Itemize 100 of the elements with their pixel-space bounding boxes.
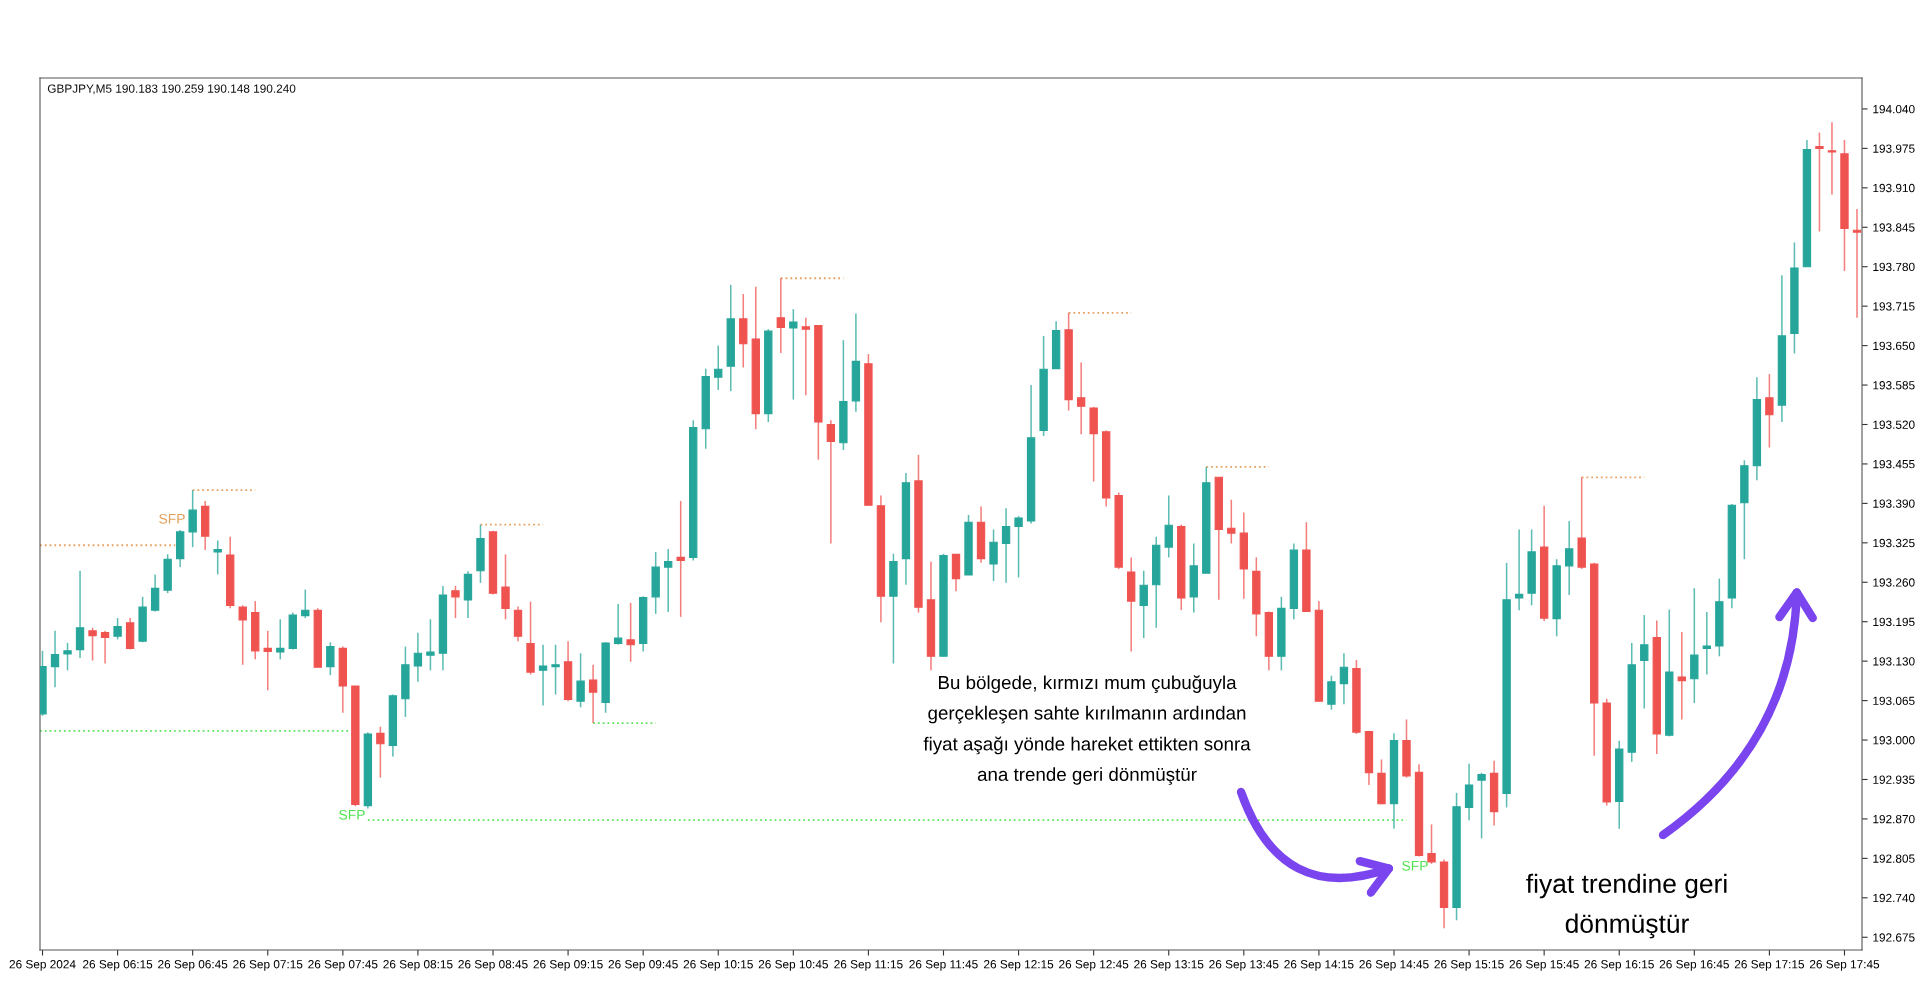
y-tick-label: 193.390 [1873, 499, 1915, 508]
candlestick [413, 631, 423, 683]
y-tick-label: 193.910 [1873, 183, 1915, 193]
y-tick-label: 192.935 [1873, 775, 1915, 784]
candlestick [1690, 587, 1699, 704]
x-tick-label: 26 Sep 17:45 [1809, 960, 1880, 971]
candlestick [664, 548, 673, 613]
candlestick [263, 630, 272, 692]
y-tick-label: 193.455 [1873, 459, 1915, 469]
y-tick-label: 192.805 [1873, 854, 1915, 863]
candlestick [301, 588, 310, 619]
candlestick [113, 617, 122, 641]
candlestick [1514, 528, 1524, 611]
candlestick [451, 585, 460, 619]
candlestick [1765, 373, 1774, 449]
candlestick [1702, 611, 1712, 676]
y-tick-label: 192.740 [1873, 893, 1915, 903]
y-tick-label: 193.065 [1873, 696, 1915, 705]
candlestick [676, 500, 685, 618]
candlestick [188, 489, 197, 548]
x-tick-label: 26 Sep 2024 [9, 960, 76, 971]
x-tick-label: 26 Sep 14:45 [1359, 960, 1429, 971]
y-tick-label: 193.845 [1873, 223, 1915, 232]
candlestick [801, 316, 811, 397]
y-tick-label: 192.870 [1873, 814, 1915, 824]
y-tick-label: 193.585 [1873, 381, 1915, 390]
candlestick [276, 618, 285, 661]
annotation: SFP [159, 513, 185, 524]
candlestick [826, 419, 836, 545]
candlestick [326, 641, 335, 676]
x-tick-label: 26 Sep 06:45 [158, 960, 228, 971]
y-tick-label: 193.650 [1873, 341, 1915, 350]
x-tick-label: 26 Sep 08:45 [458, 960, 528, 971]
x-tick-label: 26 Sep 16:45 [1659, 960, 1729, 971]
y-tick-label: 193.130 [1873, 657, 1915, 666]
annotation: Bu bölgede, kırmızı mum çubuğuyla gerçekleşen sahte kırılmanın ardından fiyat aşağı yönde hareket ettikten sonra ana trende geri dönmüştür [923, 675, 1251, 785]
x-tick-label: 26 Sep 09:45 [608, 960, 678, 971]
x-tick-label: 26 Sep 06:15 [83, 960, 153, 971]
x-tick-label: 26 Sep 07:45 [308, 960, 378, 971]
candlestick [714, 344, 723, 391]
x-tick-label: 26 Sep 07:15 [233, 960, 303, 971]
candlestick [426, 618, 435, 672]
candlestick [1827, 121, 1837, 196]
x-tick-label: 26 Sep 10:45 [758, 960, 828, 971]
candlestick [1640, 614, 1649, 710]
candlestick [1339, 652, 1349, 706]
candlestick [789, 308, 798, 401]
y-tick-label: 193.975 [1873, 144, 1915, 153]
candlestick [150, 573, 160, 613]
candlestick [989, 528, 998, 582]
candlestick [238, 604, 247, 666]
x-tick-label: 26 Sep 11:15 [834, 960, 903, 971]
candlestick [88, 627, 97, 662]
candlestick [1139, 569, 1148, 639]
candlestick [551, 644, 560, 696]
candlestick [613, 603, 623, 646]
candlestick [1076, 361, 1086, 435]
x-tick-label: 26 Sep 16:15 [1584, 960, 1654, 971]
x-tick-label: 26 Sep 12:15 [984, 960, 1054, 971]
candlestick [63, 642, 72, 672]
candlestick [576, 652, 585, 709]
candlestick [588, 664, 598, 724]
y-tick-label: 193.715 [1873, 302, 1915, 311]
annotation: SFP [1402, 860, 1428, 871]
x-tick-label: 26 Sep 10:15 [683, 960, 753, 971]
candlestick [376, 725, 385, 779]
candlestick [1327, 674, 1336, 711]
candlestick [1427, 823, 1436, 865]
y-tick-label: 194.040 [1873, 104, 1915, 114]
x-tick-label: 26 Sep 12:45 [1059, 960, 1129, 971]
x-tick-label: 26 Sep 09:15 [533, 960, 603, 971]
candlestick [1014, 515, 1023, 579]
candlestick [1464, 762, 1474, 821]
x-tick-label: 26 Sep 15:45 [1509, 960, 1579, 971]
candlestick [501, 553, 510, 621]
candlestick [776, 277, 785, 354]
candlestick [100, 630, 110, 665]
x-tick-label: 26 Sep 13:15 [1134, 960, 1204, 971]
y-tick-label: 193.780 [1873, 262, 1915, 272]
candlestick [75, 569, 85, 659]
y-tick-label: 193.000 [1873, 736, 1915, 745]
y-tick-label: 193.520 [1873, 420, 1915, 429]
x-tick-label: 26 Sep 13:45 [1209, 960, 1279, 971]
y-tick-label: 193.260 [1873, 578, 1915, 587]
candlestick [626, 602, 635, 663]
candlestick [50, 630, 60, 689]
candlestick [213, 539, 222, 576]
x-tick-label: 26 Sep 11:45 [909, 960, 978, 971]
annotation: fiyat trendine geri dönmüştür [1526, 873, 1727, 939]
candlestick [1477, 772, 1486, 840]
x-tick-label: 26 Sep 17:15 [1734, 960, 1805, 971]
chart-title: GBPJPY,M5 190.183 190.259 190.148 190.240 [47, 84, 296, 95]
x-tick-label: 26 Sep 15:15 [1434, 960, 1504, 971]
candlestick [1001, 507, 1011, 584]
x-tick-label: 26 Sep 08:15 [383, 960, 453, 971]
candlestick [1815, 131, 1824, 233]
candlestick [1164, 494, 1173, 559]
candlestick [1227, 498, 1236, 545]
candlestick [538, 644, 548, 707]
annotation: SFP [339, 809, 365, 820]
